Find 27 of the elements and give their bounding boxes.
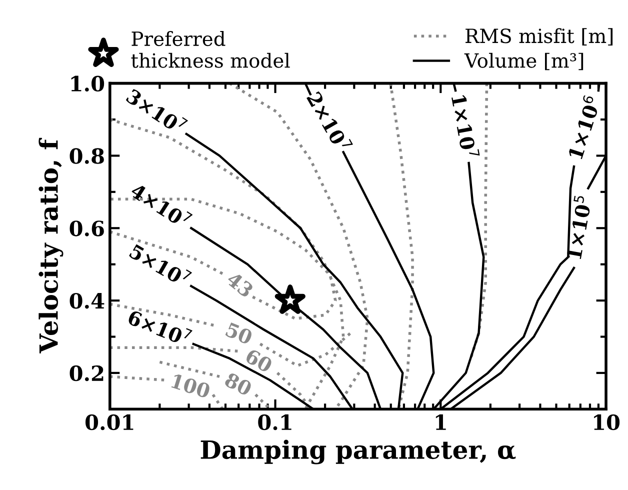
y-tick-label: 1.0 [71,76,104,92]
annotation: 100 [170,373,211,399]
annotation: 6×10$^{7}$ [127,306,192,347]
x-axis-title: Damping parameter, α [200,440,516,464]
annotation: 3×10$^{7}$ [126,86,188,136]
legend-label: RMS misfit [m] [466,28,613,46]
annotation: 1×10$^{7}$ [451,94,480,159]
annotation: 2×10$^{7}$ [306,89,353,154]
annotation: 50 [225,322,254,345]
y-tick-label: 0.2 [70,365,104,382]
y-axis-title: Velocity ratio, f [38,138,64,354]
y-tick-label: 0.4 [70,292,104,309]
x-tick-label: 10 [594,414,620,430]
x-tick-label: 0.1 [258,414,292,430]
x-tick-label: 0.01 [86,414,134,430]
y-tick-label: 0.8 [70,148,104,164]
annotation: 43 [226,271,254,298]
annotation: 1×10$^{6}$ [565,94,602,160]
annotation: 1×10$^{5}$ [564,195,592,260]
annotation: 5×10$^{7}$ [128,241,192,288]
legend-label: Volume [m³] [464,52,584,70]
annotation: 80 [224,372,253,396]
annotation: 60 [244,348,274,374]
x-tick-label: 1 [436,414,446,430]
y-tick-label: 0.6 [70,220,104,236]
legend-label: Preferred thickness model [131,31,290,68]
annotation: 4×10$^{7}$ [130,180,193,230]
